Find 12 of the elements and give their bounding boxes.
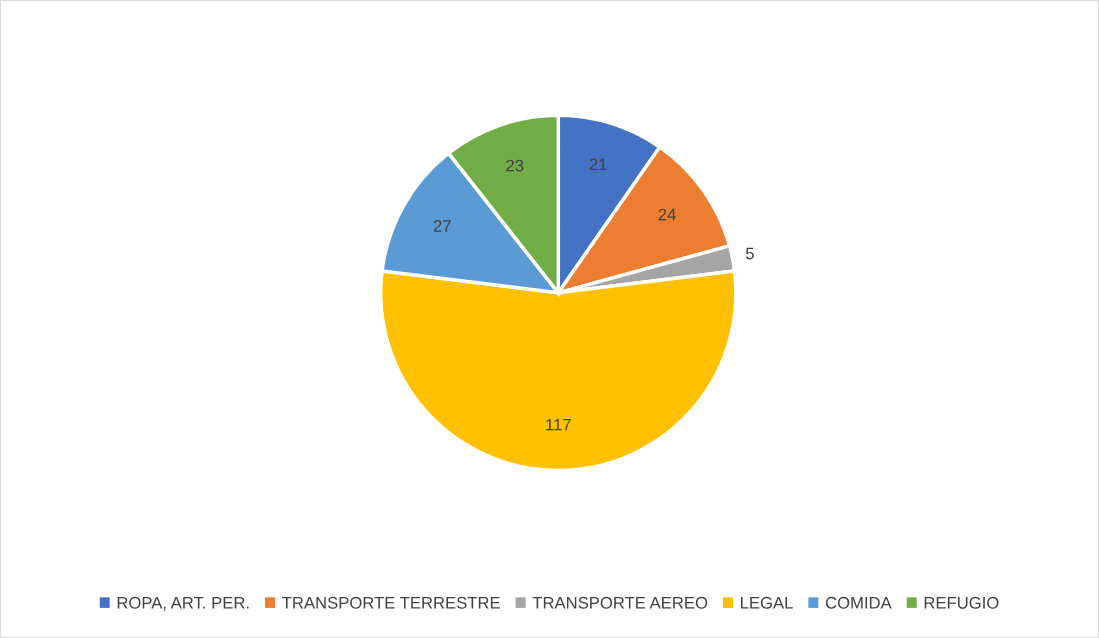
data-label: 5 — [745, 247, 754, 260]
data-label: 27 — [433, 220, 451, 232]
legend-label: ROPA, ART. PER. — [117, 596, 249, 611]
legend-label: TRANSPORTE AEREO — [532, 596, 708, 609]
data-label: 21 — [589, 158, 607, 171]
legend-label: COMIDA — [825, 596, 892, 609]
data-label: 23 — [506, 159, 524, 172]
data-label: 117 — [546, 418, 571, 431]
legend-label: LEGAL — [741, 596, 793, 609]
legend-label: REFUGIO — [924, 596, 999, 609]
legend-label: TRANSPORTE TERRESTRE — [282, 596, 500, 609]
data-label: 24 — [658, 208, 676, 221]
